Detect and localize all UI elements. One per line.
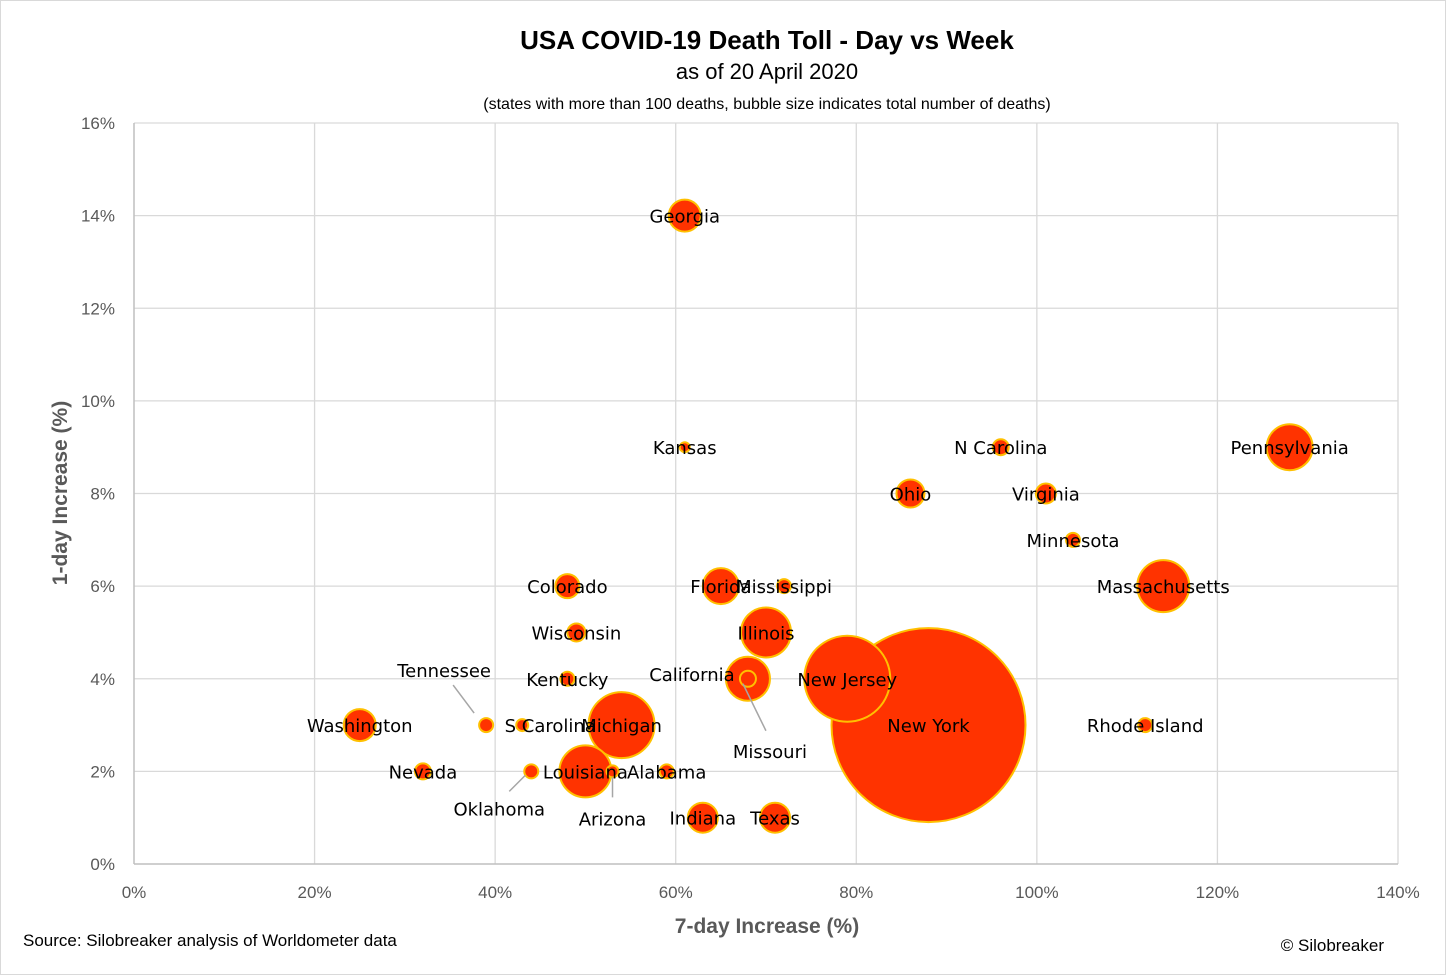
bubble-massachusetts [1136, 559, 1191, 614]
y-tick-label: 2% [90, 762, 115, 781]
bubble-missouri [738, 669, 757, 688]
bubble-label: Rhode Island [1087, 716, 1204, 737]
bubble-pennsylvania [1265, 423, 1314, 472]
leader-line [452, 684, 475, 714]
bubble-label: Massachusetts [1097, 577, 1230, 598]
bubble-n-carolina [991, 438, 1010, 457]
chart-subtitle: as of 20 April 2020 [676, 59, 858, 84]
y-tick-label: 16% [81, 114, 115, 133]
bubble-label: Oklahoma [453, 799, 545, 820]
bubble-alabama [658, 763, 675, 780]
bubble-ohio [895, 478, 926, 509]
bubble-label: Georgia [649, 207, 720, 228]
bubble-label: Alabama [627, 762, 706, 783]
bubble-label: N Carolina [954, 438, 1047, 459]
y-tick-label: 0% [90, 855, 115, 874]
y-tick-label: 14% [81, 207, 115, 226]
bubble-label: Pennsylvania [1231, 438, 1349, 459]
y-axis-ticks: 0% 2% 4% 6% 8% 10% 12% 14% 16% [81, 114, 115, 874]
bubble-kentucky [559, 670, 576, 687]
leader-line [508, 774, 526, 792]
bubble-s-carolina [515, 718, 530, 733]
bubble-label: Washington [307, 716, 413, 737]
bubble-oklahoma [523, 763, 540, 780]
x-tick-label: 20% [298, 883, 332, 902]
bubble-label: Kansas [653, 438, 717, 459]
bubble-label: Nevada [389, 762, 458, 783]
source-note: Source: Silobreaker analysis of Worldome… [23, 931, 397, 950]
bubble-label: Wisconsin [531, 623, 621, 644]
x-tick-label: 100% [1015, 883, 1058, 902]
bubble-label: Illinois [737, 623, 794, 644]
bubble-indiana [686, 801, 719, 834]
bubble-colorado [554, 573, 581, 600]
bubble-label: Arizona [579, 809, 647, 830]
bubble-label: New York [887, 716, 970, 737]
y-tick-label: 6% [90, 577, 115, 596]
bubble-georgia [667, 198, 702, 233]
copyright: © Silobreaker [1281, 936, 1385, 955]
bubble-label: Mississippi [736, 577, 832, 598]
bubble-virginia [1034, 482, 1057, 505]
bubble-label: Tennessee [396, 661, 491, 682]
bubble-label: Michigan [581, 716, 662, 737]
x-tick-label: 60% [659, 883, 693, 902]
y-tick-label: 8% [90, 485, 115, 504]
bubble-michigan [587, 691, 656, 760]
leader-lines [452, 683, 767, 798]
bubble-label: Virginia [1012, 485, 1080, 506]
bubble-rhode-island [1137, 717, 1154, 734]
bubble-label: Colorado [527, 577, 607, 598]
bubble-illinois [740, 606, 792, 659]
bubble-label: S Carolina [505, 716, 596, 737]
y-tick-label: 12% [81, 299, 115, 318]
bubbles [342, 198, 1314, 834]
x-axis-title: 7-day Increase (%) [675, 915, 859, 938]
bubble-label: New Jersey [797, 670, 897, 691]
bubble-new-jersey [803, 634, 892, 723]
x-tick-label: 80% [839, 883, 873, 902]
bubble-label: Louisiana [543, 762, 628, 783]
bubble-label: Missouri [733, 742, 807, 763]
bubble-label: California [649, 665, 734, 686]
bubble-minnesota [1064, 531, 1081, 548]
bubble-label: Texas [749, 809, 800, 830]
y-axis-title: 1-day Increase (%) [49, 401, 72, 585]
bubble-texas [759, 801, 792, 834]
bubble-mississippi [776, 578, 793, 595]
y-tick-label: 10% [81, 392, 115, 411]
y-tick-label: 4% [90, 670, 115, 689]
bubble-tennessee [478, 717, 495, 734]
bubble-label: Kentucky [526, 670, 609, 691]
bubble-wisconsin [566, 622, 587, 643]
gridlines [133, 122, 1399, 865]
bubble-label: Minnesota [1027, 531, 1120, 552]
bubble-label: Florida [690, 577, 751, 598]
bubble-nevada [413, 762, 432, 781]
bubble-kansas [678, 441, 691, 454]
bubble-label: Indiana [669, 809, 736, 830]
x-tick-label: 140% [1376, 883, 1419, 902]
chart-note: (states with more than 100 deaths, bubbl… [483, 96, 1050, 113]
x-tick-label: 40% [478, 883, 512, 902]
bubble-label: Ohio [890, 485, 932, 506]
bubble-florida [701, 567, 740, 606]
bubble-labels: New York New Jersey Michigan Massachusetts L… [307, 207, 1349, 831]
x-tick-label: 120% [1196, 883, 1239, 902]
x-axis-ticks: 0% 20% 40% 60% 80% 100% 120% 140% [122, 883, 1420, 902]
bubble-washington [342, 708, 377, 743]
x-tick-label: 0% [122, 883, 147, 902]
leader-line [742, 683, 767, 732]
chart-title: USA COVID-19 Death Toll - Day vs Week [520, 25, 1014, 55]
